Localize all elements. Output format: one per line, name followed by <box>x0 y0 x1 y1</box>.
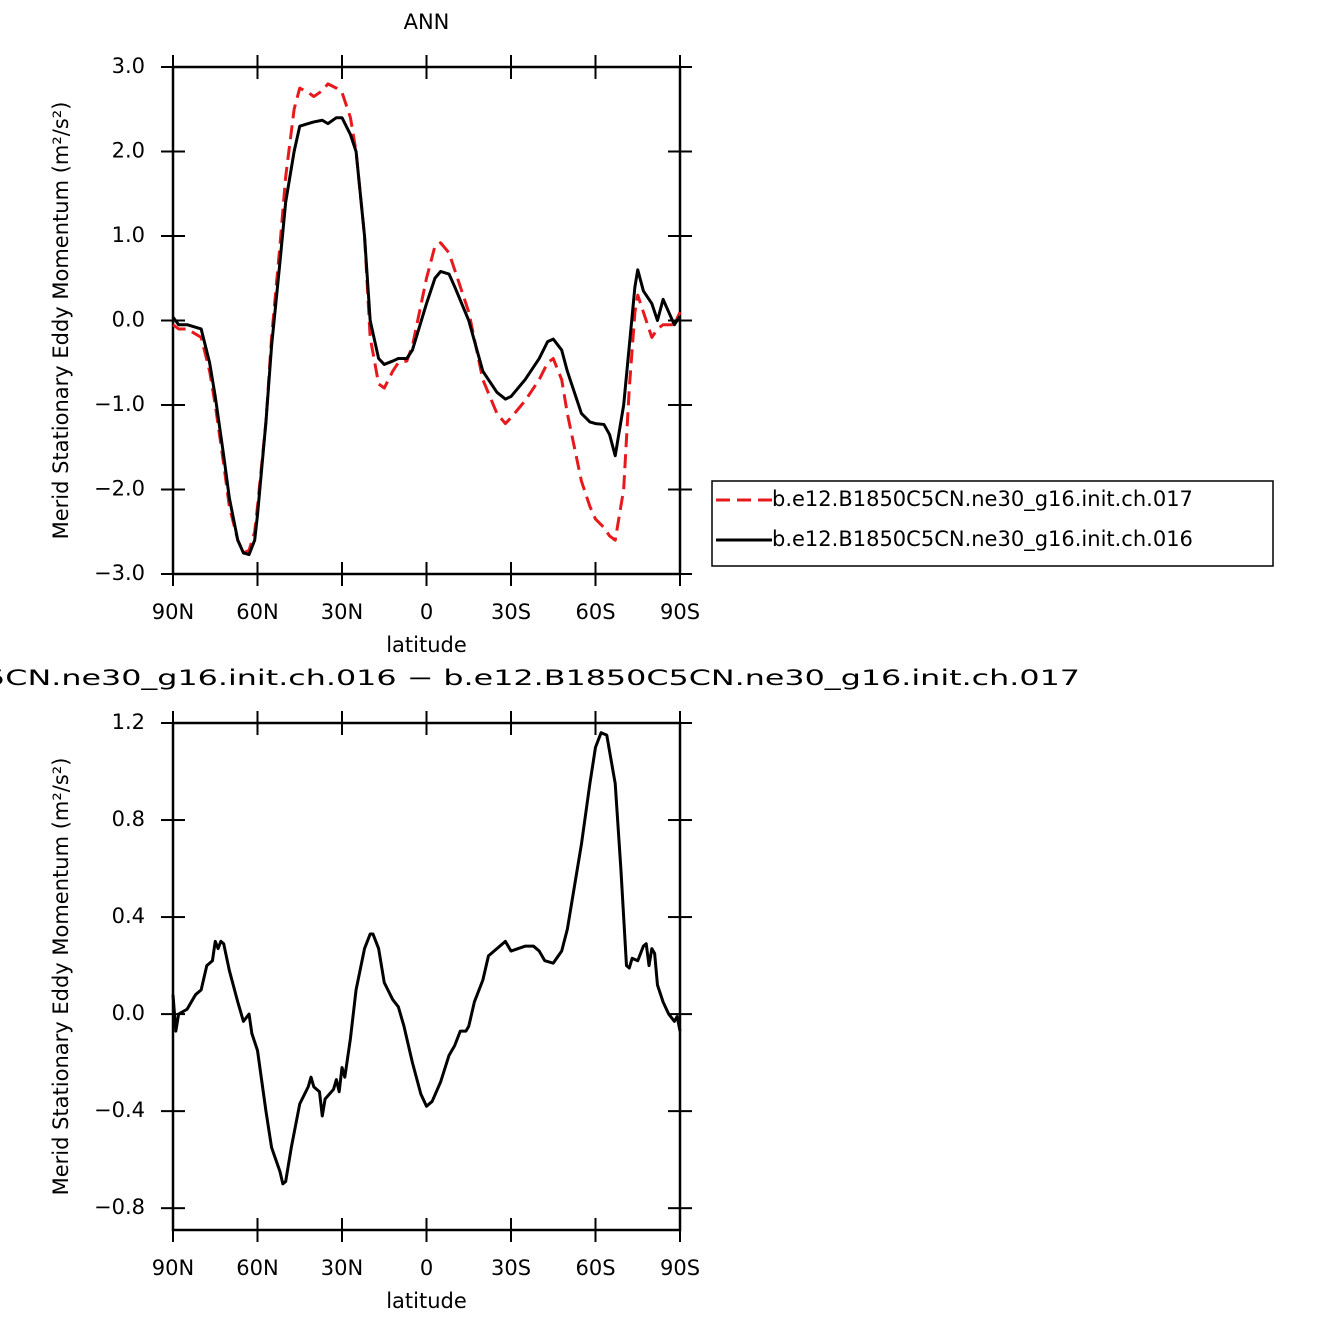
chart-title: b.e12.B1850C5CN.ne30_g16.init.ch.016 − b… <box>0 666 1080 691</box>
y-tick-label: −1.0 <box>94 392 145 416</box>
plot-frame <box>171 65 682 576</box>
legend-label: b.e12.B1850C5CN.ne30_g16.init.ch.016 <box>772 527 1193 552</box>
x-axis-label: latitude <box>386 1289 467 1313</box>
x-tick-label: 60S <box>575 1256 615 1280</box>
x-tick-label: 60N <box>236 1256 278 1280</box>
x-tick-label: 90N <box>152 1256 194 1280</box>
plot-frame <box>171 721 682 1232</box>
chart-title: ANN <box>404 10 450 34</box>
y-tick-label: 0.0 <box>112 308 145 332</box>
y-axis-label: Merid Stationary Eddy Momentum (m²/s²) <box>49 102 73 540</box>
y-tick-label: −0.4 <box>94 1098 145 1122</box>
x-tick-label: 30N <box>321 1256 363 1280</box>
y-tick-label: 2.0 <box>112 139 145 163</box>
legend-box <box>711 480 1274 567</box>
x-tick-label: 0 <box>420 600 433 624</box>
y-tick-label: 0.4 <box>112 904 145 928</box>
x-tick-label: 60S <box>575 600 615 624</box>
x-tick-label: 30S <box>491 600 531 624</box>
y-tick-label: 1.2 <box>112 710 145 734</box>
data-line <box>171 116 682 557</box>
x-axis-label: latitude <box>386 633 467 657</box>
x-tick-label: 60N <box>236 600 278 624</box>
x-tick-label: 90S <box>660 600 700 624</box>
x-tick-label: 30S <box>491 1256 531 1280</box>
data-line <box>171 731 682 1186</box>
y-tick-label: −3.0 <box>94 561 145 585</box>
y-axis-label: Merid Stationary Eddy Momentum (m²/s²) <box>49 758 73 1196</box>
y-tick-label: 3.0 <box>112 54 145 78</box>
y-tick-label: −2.0 <box>94 477 145 501</box>
x-tick-label: 90S <box>660 1256 700 1280</box>
legend-label: b.e12.B1850C5CN.ne30_g16.init.ch.017 <box>772 487 1193 512</box>
y-tick-label: −0.8 <box>94 1195 145 1219</box>
y-tick-label: 0.0 <box>112 1001 145 1025</box>
x-tick-label: 90N <box>152 600 194 624</box>
data-line <box>172 82 682 555</box>
x-tick-label: 0 <box>420 1256 433 1280</box>
x-tick-label: 30N <box>321 600 363 624</box>
y-tick-label: 0.8 <box>112 807 145 831</box>
y-tick-label: 1.0 <box>112 223 145 247</box>
